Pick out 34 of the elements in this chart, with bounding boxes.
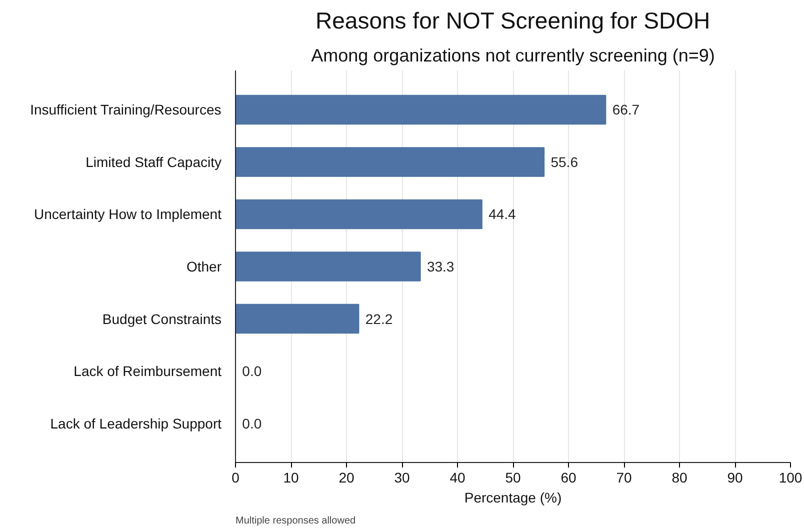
data-label: 22.2 <box>365 310 393 327</box>
data-label: 66.7 <box>612 102 640 118</box>
data-label: 33.3 <box>426 258 454 274</box>
x-tick-label: 40 <box>450 470 466 486</box>
bar <box>236 252 421 282</box>
y-tick-label: Other <box>186 258 222 274</box>
x-tick-label: 50 <box>505 470 521 486</box>
bar <box>236 304 360 334</box>
y-tick-label: Insufficient Training/Resources <box>30 102 222 118</box>
x-tick-label: 70 <box>616 470 632 486</box>
text: Multiple responses allowed <box>236 516 356 526</box>
data-label: 55.6 <box>550 154 578 170</box>
bar <box>236 199 482 230</box>
chart-title: Reasons for NOT Screening for SDOH <box>316 8 710 34</box>
x-tick-label: 90 <box>727 470 743 486</box>
chart-subtitle: Among organizations not currently screening (n=9) <box>311 46 715 66</box>
x-tick-label: 20 <box>338 470 354 486</box>
x-tick-label: 30 <box>394 470 410 486</box>
data-label: 44.4 <box>488 206 516 222</box>
x-tick-label: 100 <box>778 470 802 486</box>
bar <box>236 94 606 125</box>
y-tick-label: Lack of Reimbursement <box>74 363 222 380</box>
y-tick-label: Limited Staff Capacity <box>86 154 222 170</box>
x-tick-label: 60 <box>560 470 576 486</box>
y-tick-label: Lack of Leadership Support <box>50 415 222 432</box>
data-label: 0.0 <box>242 363 262 380</box>
x-tick-label: 80 <box>672 470 688 486</box>
x-axis-title: Percentage (%) <box>464 490 562 506</box>
data-label: 0.0 <box>242 415 262 432</box>
x-tick-label: 10 <box>283 470 299 486</box>
y-tick-label: Uncertainty How to Implement <box>34 206 222 222</box>
x-tick-label: 0 <box>232 470 240 486</box>
y-tick-label: Budget Constraints <box>102 310 222 327</box>
bar <box>236 147 545 177</box>
